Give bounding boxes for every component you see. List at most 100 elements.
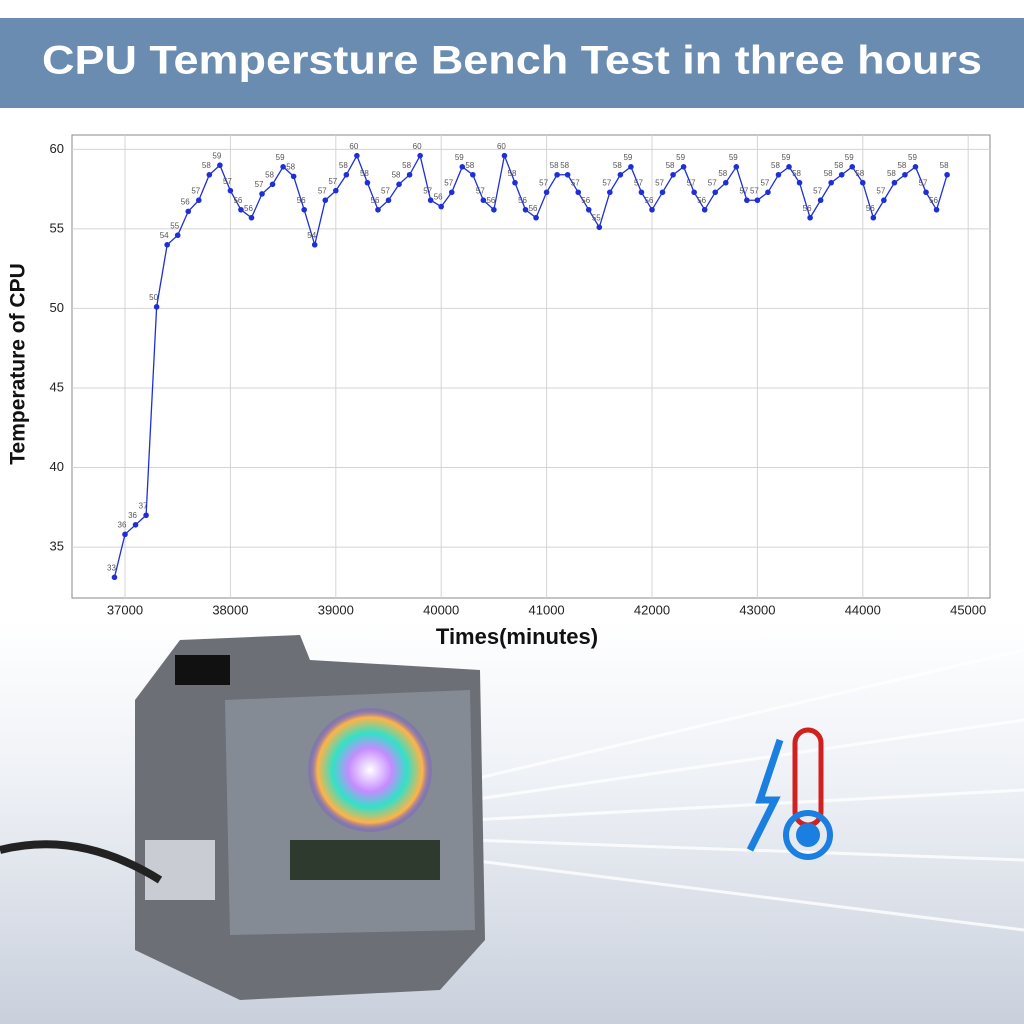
data-label: 58 xyxy=(613,161,622,170)
data-label: 58 xyxy=(508,169,517,178)
data-point xyxy=(153,304,160,310)
data-label: 57 xyxy=(813,186,822,195)
data-label: 57 xyxy=(444,178,453,187)
data-label: 58 xyxy=(392,170,401,179)
rgb-fan xyxy=(308,708,432,832)
x-tick-label: 40000 xyxy=(423,602,459,617)
data-label: 57 xyxy=(687,178,696,187)
data-label: 56 xyxy=(371,196,380,205)
y-tick-label: 60 xyxy=(50,141,64,156)
data-point xyxy=(807,214,813,221)
data-point xyxy=(859,179,866,186)
data-point xyxy=(817,197,824,204)
data-point xyxy=(923,189,929,196)
data-point xyxy=(343,171,350,178)
data-label: 59 xyxy=(455,153,464,162)
data-point xyxy=(290,173,297,180)
data-point xyxy=(269,181,276,188)
product-case xyxy=(0,635,485,1000)
data-point xyxy=(744,197,750,204)
data-point xyxy=(354,152,360,159)
data-point xyxy=(217,162,223,169)
data-point xyxy=(206,171,213,178)
data-point xyxy=(849,164,856,170)
data-label: 57 xyxy=(876,186,885,195)
data-label: 59 xyxy=(212,151,221,160)
data-label: 50 xyxy=(149,293,158,302)
data-label: 58 xyxy=(402,161,411,170)
chart-title: CPU Tempersture Bench Test in three hour… xyxy=(42,39,982,83)
data-point xyxy=(491,206,497,213)
y-tick-label: 55 xyxy=(50,220,64,235)
data-point xyxy=(691,189,697,196)
x-tick-label: 37000 xyxy=(107,602,143,617)
x-tick-label: 43000 xyxy=(739,602,775,617)
data-point xyxy=(765,189,771,196)
data-point xyxy=(680,164,687,170)
data-point xyxy=(301,206,307,213)
data-label: 56 xyxy=(697,196,706,205)
data-point xyxy=(522,206,529,213)
airflow xyxy=(469,648,1024,932)
data-label: 58 xyxy=(718,169,727,178)
data-label: 56 xyxy=(866,204,875,213)
data-label: 58 xyxy=(792,169,801,178)
data-label: 56 xyxy=(518,196,527,205)
data-label: 56 xyxy=(434,193,443,202)
x-tick-label: 45000 xyxy=(950,602,986,617)
data-label: 57 xyxy=(255,180,264,189)
data-point xyxy=(375,206,381,213)
data-point xyxy=(754,197,761,204)
data-point xyxy=(701,206,708,213)
data-label: 55 xyxy=(170,221,179,230)
data-label: 54 xyxy=(160,231,169,240)
data-label: 58 xyxy=(887,169,896,178)
data-point xyxy=(333,187,339,194)
data-label: 37 xyxy=(139,501,148,510)
data-point xyxy=(902,171,908,178)
data-point xyxy=(786,164,792,170)
data-label: 59 xyxy=(782,153,791,162)
data-label: 57 xyxy=(634,178,643,187)
data-point xyxy=(448,189,455,196)
data-label: 58 xyxy=(771,161,780,170)
data-point xyxy=(248,214,255,221)
plot-area xyxy=(71,134,991,599)
data-point xyxy=(796,179,803,186)
data-point xyxy=(533,214,539,221)
data-label: 57 xyxy=(708,178,717,187)
data-point xyxy=(122,531,128,538)
data-point xyxy=(143,512,149,519)
data-point xyxy=(280,164,286,170)
data-point xyxy=(438,203,445,210)
data-label: 58 xyxy=(897,161,906,170)
data-point xyxy=(311,241,318,248)
data-label: 58 xyxy=(339,161,348,170)
data-label: 33 xyxy=(107,563,116,572)
data-label: 57 xyxy=(191,186,200,195)
data-point xyxy=(891,179,898,186)
data-label: 57 xyxy=(602,178,611,187)
data-point xyxy=(164,241,170,248)
data-point xyxy=(933,206,940,213)
data-point xyxy=(132,522,139,528)
data-point xyxy=(470,171,476,178)
data-label: 58 xyxy=(666,161,675,170)
data-label: 58 xyxy=(465,161,474,170)
data-point xyxy=(649,206,655,213)
data-point xyxy=(838,171,845,178)
data-point xyxy=(575,189,582,196)
y-tick-label: 50 xyxy=(50,300,64,315)
data-label: 57 xyxy=(750,186,759,195)
y-axis-label: Temperature of CPU xyxy=(7,263,30,464)
x-tick-label: 38000 xyxy=(212,602,248,617)
data-point xyxy=(617,171,624,178)
y-tick-label: 35 xyxy=(50,539,64,554)
data-point xyxy=(238,206,244,213)
data-label: 56 xyxy=(645,196,654,205)
data-point xyxy=(670,171,676,178)
data-label: 59 xyxy=(908,153,917,162)
data-point xyxy=(406,171,413,178)
data-label: 56 xyxy=(297,196,306,205)
x-axis-label: Times(minutes) xyxy=(436,624,598,649)
